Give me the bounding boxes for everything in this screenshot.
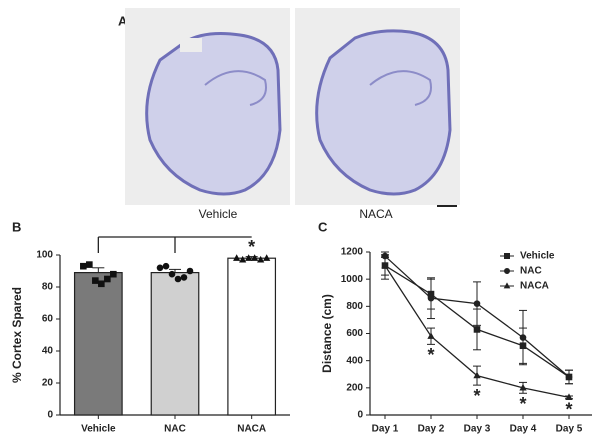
lesion: [180, 38, 202, 52]
significance: *: [427, 345, 434, 365]
marker: [473, 326, 481, 333]
y-tick-label: 100: [36, 250, 53, 261]
marker: [186, 267, 194, 275]
marker: [257, 255, 265, 263]
x-tick-label: Day 4: [510, 424, 537, 435]
marker: [565, 373, 573, 381]
bar: [150, 272, 200, 416]
marker: [263, 254, 271, 261]
marker: [98, 280, 105, 288]
marker: [86, 261, 93, 268]
marker: [110, 270, 117, 278]
marker: [156, 264, 164, 272]
marker: [162, 262, 170, 270]
x-tick-label: Day 1: [372, 424, 399, 435]
caption: Vehicle: [199, 207, 238, 221]
marker: [427, 332, 435, 339]
marker: [519, 383, 527, 391]
significance: *: [565, 399, 572, 419]
significance: *: [248, 237, 255, 257]
marker: [504, 253, 510, 259]
panel-label: C: [318, 219, 328, 234]
marker: [80, 262, 87, 270]
marker: [504, 268, 510, 274]
panel-label: A: [118, 13, 128, 28]
marker: [168, 270, 176, 278]
marker: [427, 294, 435, 302]
y-tick-label: 80: [42, 282, 54, 293]
x-tick-label: Day 2: [418, 424, 445, 435]
significance: *: [473, 386, 480, 406]
marker: [180, 274, 188, 281]
legend-label: Vehicle: [520, 251, 555, 262]
bar: [73, 272, 123, 416]
y-tick-label: 1200: [341, 247, 364, 258]
legend-label: NACA: [520, 281, 549, 292]
y-tick-label: 400: [346, 355, 363, 366]
y-tick-label: 20: [42, 378, 54, 389]
marker: [381, 261, 389, 269]
x-tick-label: NAC: [164, 424, 186, 435]
y-tick-label: 600: [346, 328, 363, 339]
y-tick-label: 0: [47, 410, 53, 421]
bar: [227, 257, 277, 416]
y-axis-label: Distance (cm): [320, 294, 334, 373]
marker: [503, 282, 511, 289]
y-axis-label: % Cortex Spared: [10, 287, 24, 383]
x-tick-label: Vehicle: [81, 424, 116, 435]
x-tick-label: Day 5: [556, 424, 583, 435]
marker: [174, 275, 182, 283]
marker: [519, 334, 527, 341]
marker: [104, 275, 111, 283]
hippocampus: [204, 70, 432, 106]
marker: [473, 371, 481, 379]
y-tick-label: 0: [357, 410, 363, 421]
marker: [239, 255, 247, 263]
panel-label: B: [12, 219, 21, 234]
x-tick-label: NACA: [237, 424, 266, 435]
marker: [565, 393, 573, 400]
marker: [233, 254, 241, 261]
y-tick-label: 800: [346, 301, 363, 312]
brain-section: [145, 29, 452, 196]
caption: NACA: [359, 207, 392, 221]
significance: *: [519, 394, 526, 414]
y-tick-label: 200: [346, 382, 363, 393]
legend-label: NAC: [520, 266, 542, 277]
marker: [251, 254, 259, 261]
y-tick-label: 1000: [341, 274, 364, 285]
marker: [92, 277, 99, 284]
y-tick-label: 40: [42, 346, 54, 357]
x-tick-label: Day 3: [464, 424, 491, 435]
y-tick-label: 60: [42, 314, 54, 325]
marker: [473, 300, 481, 307]
marker: [245, 254, 253, 261]
